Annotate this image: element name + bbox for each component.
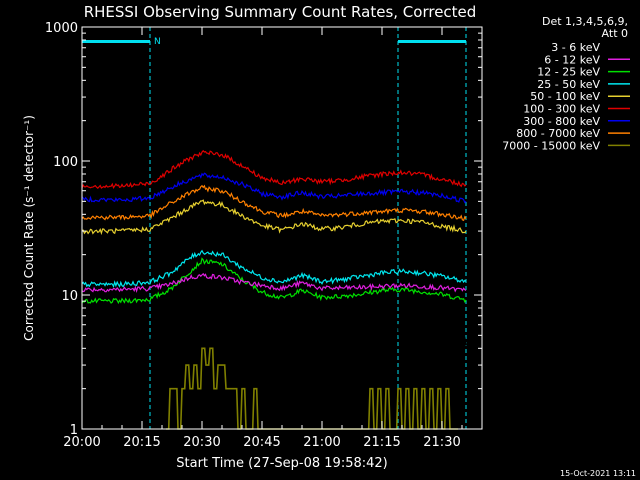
x-tick-label-1: 20:15 <box>123 435 160 450</box>
y-tick-label-3: 1000 <box>45 21 78 36</box>
legend-label-5: 100 - 300 keV <box>523 103 600 116</box>
series-line-2 <box>81 257 467 305</box>
x-tick-label-2: 20:30 <box>183 435 220 450</box>
legend-label-7: 800 - 7000 keV <box>516 127 600 140</box>
y-axis-label: Corrected Count Rate (s⁻¹ detector⁻¹) <box>22 115 36 341</box>
legend-label-2: 12 - 25 keV <box>537 66 600 79</box>
x-tick-label-5: 21:15 <box>363 435 400 450</box>
legend-label-1: 6 - 12 keV <box>544 53 600 66</box>
series-line-6 <box>81 172 467 204</box>
x-tick-label-0: 20:00 <box>63 435 100 450</box>
series-lines <box>81 149 467 430</box>
legend-label-6: 300 - 800 keV <box>523 115 600 128</box>
night-bar-0 <box>82 40 150 43</box>
series-line-5 <box>81 149 467 190</box>
y-tick-label-0: 1 <box>70 423 78 438</box>
night-bar-1 <box>398 40 466 43</box>
series-line-3 <box>81 249 467 289</box>
legend-label-0: 3 - 6 keV <box>551 41 600 54</box>
y-tick-label-1: 10 <box>61 289 78 304</box>
axes: 20:00 20:15 20:30 20:45 21:00 21:15 21:30 1 10 10… <box>45 21 483 450</box>
series-line-1 <box>81 272 467 293</box>
chart-title: RHESSI Observing Summary Count Rates, Co… <box>84 3 477 21</box>
legend-label-8: 7000 - 15000 keV <box>502 139 600 152</box>
x-tick-label-3: 20:45 <box>243 435 280 450</box>
series-line-7 <box>81 184 467 222</box>
y-tick-label-2: 100 <box>53 155 78 170</box>
legend-label-4: 50 - 100 keV <box>530 90 600 103</box>
legend-header-1: Att 0 <box>602 27 628 40</box>
night-marker-label: N <box>154 37 161 47</box>
timestamp: 15-Oct-2021 13:11 <box>560 469 636 478</box>
x-tick-label-6: 21:30 <box>423 435 460 450</box>
legend-label-3: 25 - 50 keV <box>537 78 600 91</box>
legend-header-0: Det 1,3,4,5,6,9, <box>542 15 628 28</box>
series-line-4 <box>81 199 467 236</box>
x-axis-label: Start Time (27-Sep-08 19:58:42) <box>176 456 387 471</box>
x-tick-label-4: 21:00 <box>303 435 340 450</box>
series-line-0 <box>82 294 467 366</box>
